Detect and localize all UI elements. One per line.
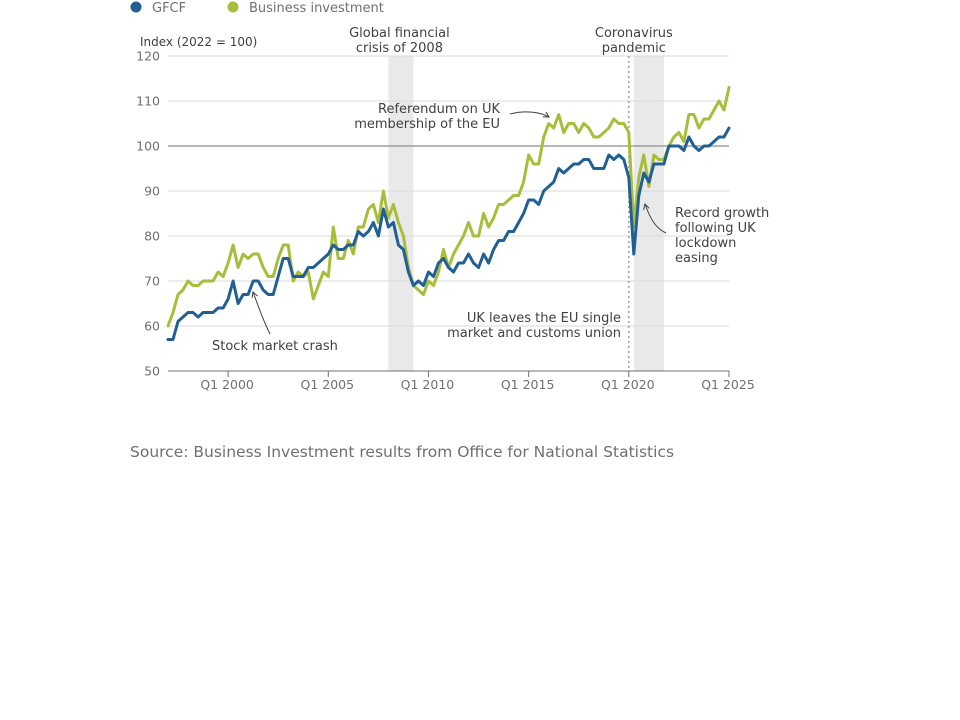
x-tick-label-2: Q1 2005: [300, 377, 354, 392]
annotation-arrow-stock-market-crash: [252, 291, 271, 335]
y-tick-label-100: 100: [136, 139, 160, 154]
source-note: Source: Business Investment results from…: [130, 443, 675, 461]
x-tick-label-6: Q1 2025: [701, 377, 755, 392]
y-tick-label-70: 70: [144, 274, 160, 289]
annotation-uk-leaves-eu-line-2: market and customs union: [447, 326, 621, 341]
shaded-period-label-2-line-2: pandemic: [602, 41, 666, 56]
y-tick-label-50: 50: [144, 364, 160, 379]
legend-swatch-1: [130, 1, 142, 13]
annotations: Stock market crash Referendum on UKmember…: [212, 102, 769, 354]
shaded-period-label-1-line-1: Global financial: [349, 26, 450, 41]
y-tick-label-110: 110: [136, 94, 160, 109]
annotation-arrow-referendum: [509, 111, 550, 118]
x-tick-label-3: Q1 2010: [401, 377, 455, 392]
y-axis-title: Index (2022 = 100): [140, 35, 257, 49]
annotation-uk-leaves-eu-line-1: UK leaves the EU single: [467, 311, 621, 326]
x-tick-label-1: Q1 2000: [200, 377, 254, 392]
annotation-arrowhead-referendum: [542, 111, 550, 118]
annotation-arrowhead-stock-market-crash: [251, 291, 258, 299]
annotation-referendum-line-2: membership of the EU: [354, 117, 500, 132]
annotation-record-growth-line-3: lockdown: [675, 236, 736, 251]
y-tick-label-120: 120: [136, 49, 160, 64]
shaded-period-label-1-line-2: crisis of 2008: [356, 41, 443, 56]
series-line-1: [166, 126, 731, 341]
gridlines: [168, 55, 729, 327]
legend-swatch-2: [227, 1, 239, 13]
legend: GFCF Business investment: [130, 1, 384, 16]
legend-label-1: GFCF: [152, 1, 186, 16]
y-tick-label-90: 90: [144, 184, 160, 199]
line-chart: GFCF Business investment Global financial…: [130, 1, 769, 392]
x-tick-label-4: Q1 2015: [501, 377, 555, 392]
x-tick-label-5: Q1 2020: [601, 377, 655, 392]
annotation-arrowhead-record-growth: [643, 202, 650, 210]
annotation-referendum-line-1: Referendum on UK: [378, 102, 500, 117]
x-axis: Q1 2000 Q1 2005 Q1 2010 Q1 2015 Q1 2020 Q1 20…: [168, 370, 755, 392]
annotation-stock-market-crash: Stock market crash: [212, 339, 338, 354]
legend-label-2: Business investment: [249, 1, 384, 16]
y-tick-label-80: 80: [144, 229, 160, 244]
shaded-period-1: [388, 56, 414, 371]
annotation-record-growth-line-2: following UK: [675, 221, 756, 236]
series-lines: [166, 86, 731, 341]
annotation-arrow-record-growth: [644, 203, 667, 234]
y-tick-label-60: 60: [144, 319, 160, 334]
annotation-record-growth-line-4: easing: [675, 251, 718, 266]
shaded-period-label-2-line-1: Coronavirus: [595, 26, 673, 41]
annotation-record-growth-line-1: Record growth: [675, 206, 769, 221]
